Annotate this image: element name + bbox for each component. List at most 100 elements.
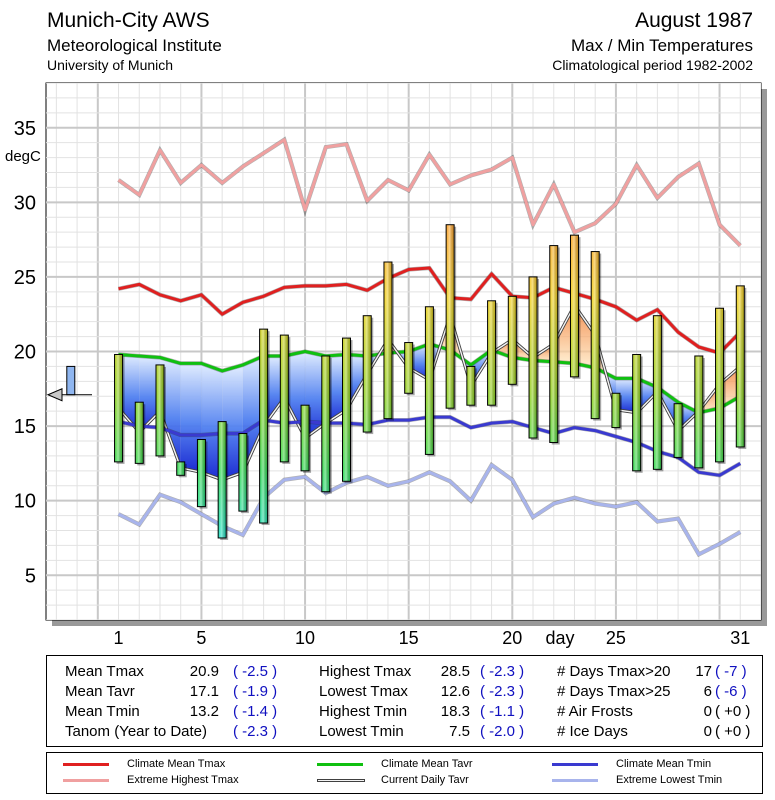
bar-shine — [238, 433, 247, 512]
bar-outline — [466, 365, 476, 406]
daily-temp-bar — [632, 353, 643, 473]
stat-value: 7.5 — [449, 723, 470, 740]
bar-fill — [529, 276, 538, 439]
y-tick-label: 20 — [14, 342, 36, 364]
legend-label: Extreme Highest Tmax — [127, 774, 239, 786]
stat-label: Highest Tmax — [319, 663, 412, 680]
warm-anomaly-area — [553, 305, 575, 364]
legend-swatch — [552, 763, 598, 766]
daily-temp-bar — [569, 234, 581, 379]
legend-label: Current Daily Tavr — [381, 774, 469, 786]
bar-shine — [404, 342, 413, 394]
bar-shine — [363, 315, 372, 433]
stat-value: 17.1 — [189, 683, 219, 700]
cold-anomaly-area — [346, 354, 368, 410]
stat-deviation: ( +0 ) — [715, 723, 751, 740]
institute-label: Meteorological Institute — [47, 36, 222, 55]
bar-outline — [549, 245, 559, 443]
bar-fill — [114, 354, 123, 462]
bar-shine — [425, 306, 434, 455]
daily-temp-bar — [694, 355, 705, 470]
cold-anomaly-area — [139, 355, 160, 433]
bar-outline — [507, 295, 517, 385]
bar-shine — [591, 251, 600, 419]
bar-outline — [176, 461, 186, 476]
bar-shine — [301, 405, 310, 471]
bar-outline — [487, 300, 497, 406]
stat-value: 13.2 — [189, 703, 219, 720]
stat-value: 0 — [703, 703, 712, 720]
bar-outline — [632, 353, 642, 472]
cold-anomaly-area — [201, 363, 223, 480]
legend-swatch — [63, 779, 109, 782]
x-tick-label: 15 — [399, 628, 419, 648]
bar-shine — [259, 329, 268, 524]
bar-outline — [321, 355, 331, 493]
cold-anomaly-area — [159, 357, 181, 468]
bar-outline — [114, 353, 124, 463]
daily-temp-bar — [715, 307, 726, 464]
daily-temp-bar — [134, 401, 146, 466]
stat-label: Lowest Tmax — [319, 683, 408, 700]
stat-label: Mean Tmax — [65, 663, 144, 680]
bar-fill — [653, 315, 662, 470]
daily-temp-bar — [652, 315, 664, 472]
daily-temp-bar — [196, 439, 208, 509]
daily-temp-bar — [404, 342, 415, 396]
legend-label: Extreme Lowest Tmin — [616, 774, 723, 786]
daily-temp-bar — [507, 295, 519, 387]
cold-anomaly-area — [615, 378, 637, 413]
daily-temp-bar — [466, 365, 477, 408]
stat-value: 28.5 — [440, 663, 470, 680]
daily-temp-bar — [383, 261, 394, 421]
cold-anomaly-area — [222, 364, 243, 480]
x-axis-label: day — [545, 628, 574, 648]
bar-fill — [715, 308, 724, 462]
bar-outline — [259, 328, 269, 524]
stat-label: # Days Tmax>25 — [557, 683, 671, 700]
climate-mean-tmax-line — [118, 266, 742, 355]
bar-fill — [736, 285, 745, 447]
cold-anomaly-area — [325, 354, 347, 424]
cold-anomaly-area — [408, 344, 430, 380]
stat-value: 17 — [695, 663, 712, 680]
stat-deviation: ( -1.1 ) — [480, 703, 525, 720]
bar-fill — [218, 421, 227, 538]
bar-fill — [155, 364, 164, 456]
bar-fill — [383, 262, 392, 419]
daily-temp-bar — [673, 403, 685, 460]
bar-fill — [487, 300, 496, 406]
daily-temp-bar — [528, 276, 540, 441]
stat-deviation: ( -2.3 ) — [480, 663, 525, 680]
y-axis-label: degC — [5, 148, 41, 165]
bar-outline — [569, 234, 579, 378]
legend-swatch — [317, 779, 365, 782]
bar-shine — [632, 354, 641, 471]
daily-temp-bar — [259, 328, 270, 526]
station-title: Munich-City AWS — [47, 9, 210, 32]
bar-fill — [280, 335, 289, 462]
bar-outline — [611, 392, 621, 429]
bar-shine — [529, 276, 538, 439]
bar-outline — [404, 342, 414, 394]
y-tick-label: 25 — [14, 267, 36, 289]
bar-outline — [196, 439, 206, 508]
stat-deviation: ( -2.5 ) — [233, 663, 278, 680]
cold-anomaly-area — [263, 355, 285, 427]
stat-deviation: ( -2.3 ) — [233, 723, 278, 740]
daily-temp-bar — [217, 421, 229, 540]
bar-outline — [715, 307, 725, 463]
legend-label: Climate Mean Tmin — [616, 758, 712, 770]
bar-outline — [217, 421, 227, 539]
stat-value: 18.3 — [440, 703, 470, 720]
bar-outline — [134, 401, 144, 464]
daily-temp-bar — [445, 224, 457, 411]
bar-fill — [611, 393, 620, 428]
bar-fill — [466, 366, 475, 406]
x-tick-label: 1 — [114, 628, 124, 648]
stat-deviation: ( +0 ) — [715, 703, 751, 720]
cold-anomaly-area — [180, 363, 202, 473]
y-tick-label: 15 — [14, 416, 36, 438]
cold-anomaly-area — [242, 355, 264, 473]
